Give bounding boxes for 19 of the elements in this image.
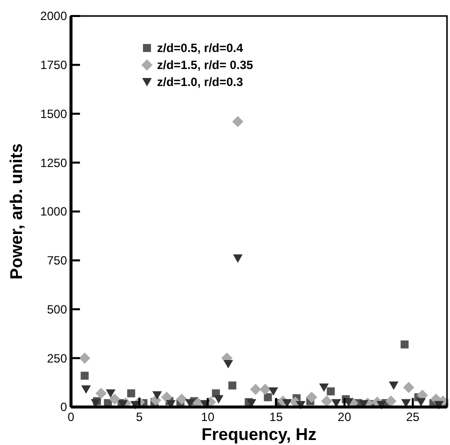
y-tick-label: 1250 <box>40 156 68 170</box>
x-tick-label: 5 <box>136 410 144 424</box>
x-tick-label: 10 <box>201 410 215 424</box>
x-tick-label: 15 <box>269 410 284 424</box>
legend-label: z/d=1.5, r/d= 0.35 <box>157 58 254 72</box>
y-tick-label: 2000 <box>40 9 68 24</box>
y-tick-label: 1000 <box>40 204 68 219</box>
y-tick-label: 250 <box>46 351 68 366</box>
y-tick-label: 1750 <box>40 58 68 72</box>
y-axis-title: Power, arb. units <box>7 143 26 280</box>
y-tick-label: 750 <box>46 254 68 268</box>
y-tick-label: 0 <box>60 400 68 414</box>
y-tick-label: 500 <box>46 302 68 316</box>
x-tick-label: 20 <box>338 410 352 424</box>
x-tick-label: 25 <box>406 410 420 424</box>
legend-label: z/d=1.0, r/d=0.3 <box>157 75 244 90</box>
y-tick-label: 1500 <box>40 106 68 121</box>
legend-label: z/d=0.5, r/d=0.4 <box>157 41 244 56</box>
x-axis-title: Frequency, Hz <box>202 425 316 444</box>
